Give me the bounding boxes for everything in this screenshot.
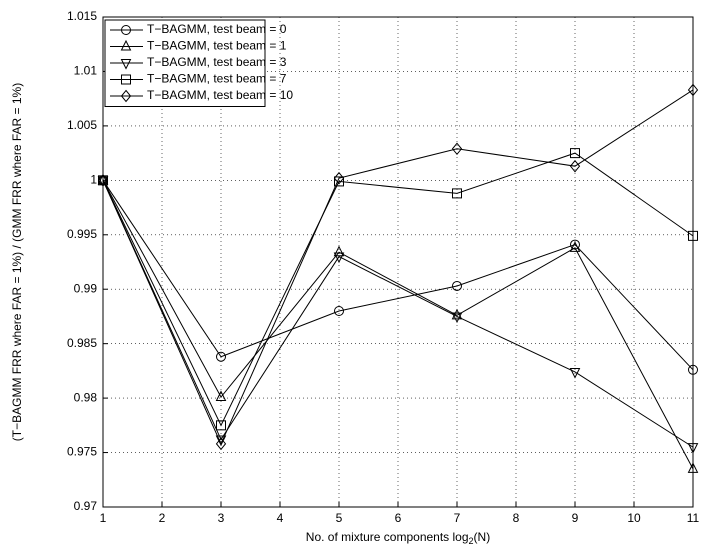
marker	[570, 148, 580, 159]
series-line	[102, 89, 694, 446]
x-tick-label: 6	[395, 511, 402, 525]
marker	[334, 176, 344, 187]
x-label-main: No. of mixture components log	[306, 530, 469, 544]
y-tick-label: 0.975	[67, 445, 97, 459]
y-tick-label: 0.995	[67, 227, 97, 241]
legend-label: T−BAGMM, test beam = 1	[147, 39, 287, 53]
marker	[216, 351, 226, 362]
series-line	[102, 152, 694, 427]
y-tick-label: 1	[90, 173, 97, 187]
marker	[97, 174, 109, 187]
x-tick-label: 8	[513, 511, 520, 525]
legend-label: T−BAGMM, test beam = 7	[147, 72, 287, 86]
marker	[97, 173, 109, 185]
series-line	[102, 180, 694, 448]
x-tick-label: 2	[159, 511, 166, 525]
y-tick-label: 1.015	[67, 9, 97, 23]
marker	[451, 312, 463, 324]
marker	[333, 245, 345, 257]
plot-frame	[102, 16, 694, 508]
marker	[688, 230, 698, 241]
legend-marker	[120, 89, 132, 103]
x-tick-label: 9	[572, 511, 579, 525]
legend-label: T−BAGMM, test beam = 3	[147, 55, 287, 69]
x-axis-label: No. of mixture components log2(N)	[306, 530, 490, 546]
marker	[569, 241, 581, 252]
y-tick-label: 0.985	[67, 336, 97, 350]
marker	[334, 306, 344, 316]
marker	[570, 239, 580, 250]
marker	[333, 171, 345, 185]
y-axis-label: (T−BAGMM FRR where FAR = 1%) / (GMM FRR …	[10, 83, 24, 441]
marker	[452, 280, 462, 291]
y-tick-label: 0.99	[74, 281, 98, 295]
marker	[333, 252, 345, 264]
legend-marker	[120, 39, 132, 51]
y-tick-label: 1.005	[67, 118, 97, 132]
x-tick-label: 10	[627, 511, 641, 525]
marker	[569, 367, 581, 379]
x-tick-label: 1	[100, 511, 107, 525]
legend-marker	[121, 74, 131, 85]
legend-label: T−BAGMM, test beam = 0	[147, 22, 287, 36]
marker	[569, 159, 581, 173]
legend-label: T−BAGMM, test beam = 10	[147, 88, 293, 102]
x-label-subscript: 2	[469, 536, 474, 546]
y-tick-label: 1.01	[74, 64, 98, 78]
marker	[215, 437, 227, 451]
marker	[97, 176, 109, 187]
marker	[215, 390, 227, 402]
y-tick-label: 0.97	[74, 499, 98, 513]
y-tick-label: 0.98	[74, 390, 98, 404]
legend-marker	[121, 25, 131, 35]
legend-marker	[120, 59, 132, 70]
marker	[688, 364, 698, 375]
series-line	[102, 180, 694, 371]
marker	[687, 462, 699, 473]
marker	[216, 420, 226, 431]
x-tick-label: 7	[454, 511, 461, 525]
x-label-suffix: (N)	[474, 530, 491, 544]
marker	[687, 83, 699, 97]
marker	[451, 142, 463, 156]
marker	[687, 443, 699, 454]
marker	[452, 188, 462, 199]
x-tick-label: 3	[218, 511, 225, 525]
series-line	[102, 180, 694, 470]
marker	[451, 308, 463, 320]
x-tick-label: 5	[336, 511, 343, 525]
x-tick-label: 11	[687, 511, 700, 525]
x-tick-label: 4	[277, 511, 284, 525]
